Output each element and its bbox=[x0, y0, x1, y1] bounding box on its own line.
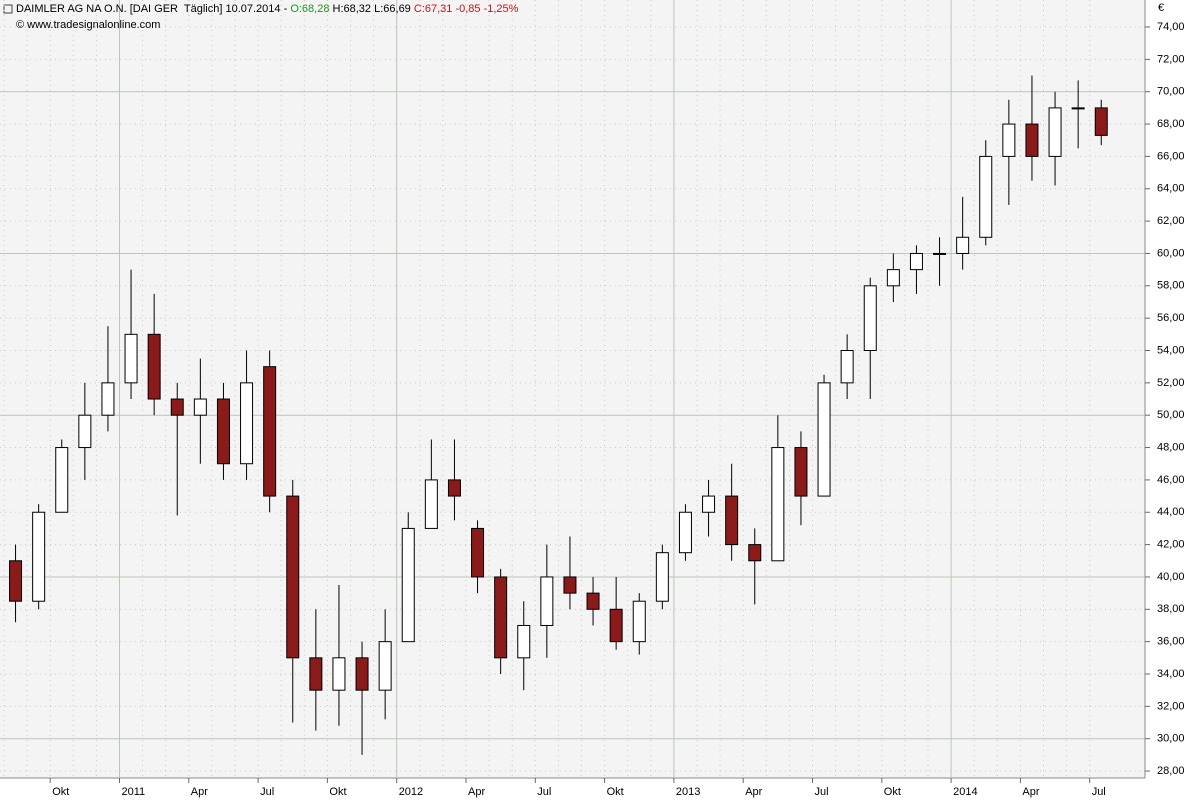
candle-body bbox=[471, 527, 485, 578]
candle-body bbox=[586, 592, 600, 610]
y-tick-label: 46,00 bbox=[1157, 474, 1185, 486]
candle-body bbox=[124, 333, 138, 384]
y-tick-label: 74,00 bbox=[1157, 21, 1185, 33]
header: DAIMLER AG NA O.N. [DAI GER Täglich] 10.… bbox=[16, 3, 518, 15]
x-tick-label: 2012 bbox=[399, 786, 423, 798]
candle-body bbox=[1002, 123, 1016, 157]
x-tick-label: Apr bbox=[191, 786, 208, 798]
y-tick-label: 72,00 bbox=[1157, 53, 1185, 65]
candle-body bbox=[401, 527, 415, 643]
candle-body bbox=[263, 366, 277, 497]
y-tick-label: 44,00 bbox=[1157, 506, 1185, 518]
candle-body bbox=[240, 382, 254, 465]
candle-body bbox=[725, 495, 739, 546]
y-tick-label: 38,00 bbox=[1157, 603, 1185, 615]
x-tick-label: Okt bbox=[884, 786, 901, 798]
y-tick-label: 30,00 bbox=[1157, 733, 1185, 745]
x-tick-label: 2014 bbox=[953, 786, 977, 798]
candle-body bbox=[794, 447, 808, 497]
title: DAIMLER AG NA O.N. [DAI GER Täglich] 10.… bbox=[16, 3, 288, 15]
x-tick-label: Okt bbox=[52, 786, 69, 798]
y-tick-label: 52,00 bbox=[1157, 377, 1185, 389]
x-tick-label: 2011 bbox=[122, 786, 146, 798]
candle-body bbox=[632, 600, 646, 643]
candle-body bbox=[678, 511, 692, 554]
candle-body bbox=[609, 608, 623, 643]
candle-body bbox=[9, 560, 23, 602]
x-tick-label: 2013 bbox=[676, 786, 700, 798]
candle-body bbox=[817, 382, 831, 497]
candle-body bbox=[424, 479, 438, 529]
x-tick-label: Jul bbox=[260, 786, 274, 798]
y-tick-label: 62,00 bbox=[1157, 215, 1185, 227]
y-tick-label: 32,00 bbox=[1157, 700, 1185, 712]
y-tick-label: 54,00 bbox=[1157, 344, 1185, 356]
candle-body bbox=[1048, 107, 1062, 157]
quote-range: H:68,32 L:66,69 bbox=[332, 3, 411, 15]
y-tick-label: 58,00 bbox=[1157, 280, 1185, 292]
candle-body bbox=[1071, 107, 1085, 110]
y-tick-label: 42,00 bbox=[1157, 539, 1185, 551]
candle-body bbox=[101, 382, 115, 416]
candle-body bbox=[447, 479, 461, 497]
candle-body bbox=[933, 252, 947, 255]
candle-body bbox=[55, 447, 69, 513]
candle-body bbox=[956, 236, 970, 254]
quote-open: O:68,28 bbox=[290, 3, 330, 15]
source: © www.tradesignalonline.com bbox=[16, 19, 161, 31]
candle-body bbox=[655, 552, 669, 602]
candle-body bbox=[494, 576, 508, 659]
candle-body bbox=[748, 544, 762, 562]
y-tick-label: 60,00 bbox=[1157, 247, 1185, 259]
candle-body bbox=[863, 285, 877, 352]
candle-body bbox=[193, 398, 207, 416]
y-tick-label: 68,00 bbox=[1157, 118, 1185, 130]
header-icon bbox=[3, 4, 13, 14]
y-tick-label: 50,00 bbox=[1157, 409, 1185, 421]
candle-body bbox=[147, 333, 161, 400]
candle-body bbox=[1025, 123, 1039, 157]
candle-body bbox=[355, 657, 369, 691]
x-tick-label: Apr bbox=[745, 786, 762, 798]
candle-body bbox=[540, 576, 554, 626]
x-tick-label: Apr bbox=[1022, 786, 1039, 798]
candle-body bbox=[216, 398, 230, 465]
candle-body bbox=[563, 576, 577, 594]
y-tick-label: 28,00 bbox=[1157, 765, 1185, 777]
candle-body bbox=[32, 511, 46, 602]
x-tick-label: Jul bbox=[537, 786, 551, 798]
quote-close: C:67,31 -0,85 -1,25% bbox=[413, 3, 519, 15]
y-tick-label: 34,00 bbox=[1157, 668, 1185, 680]
candle-body bbox=[909, 252, 923, 271]
candle-body bbox=[286, 495, 300, 659]
candle-body bbox=[170, 398, 184, 416]
candle-body bbox=[78, 414, 92, 449]
candle-body bbox=[702, 495, 716, 513]
candle-body bbox=[771, 447, 785, 562]
y-tick-label: 70,00 bbox=[1157, 86, 1185, 98]
candle-body bbox=[979, 155, 993, 238]
x-tick-label: Okt bbox=[329, 786, 346, 798]
y-tick-label: 36,00 bbox=[1157, 636, 1185, 648]
y-unit: € bbox=[1158, 2, 1164, 14]
x-tick-label: Okt bbox=[607, 786, 624, 798]
candle-body bbox=[332, 657, 346, 691]
y-tick-label: 66,00 bbox=[1157, 150, 1185, 162]
y-tick-label: 64,00 bbox=[1157, 183, 1185, 195]
candle-body bbox=[517, 624, 531, 659]
candle-body bbox=[378, 641, 392, 691]
plot-area bbox=[0, 0, 1145, 778]
y-tick-label: 48,00 bbox=[1157, 441, 1185, 453]
y-tick-label: 40,00 bbox=[1157, 571, 1185, 583]
x-tick-label: Jul bbox=[815, 786, 829, 798]
candle-body bbox=[886, 269, 900, 287]
candle-body bbox=[1094, 107, 1108, 136]
x-tick-label: Apr bbox=[468, 786, 485, 798]
x-tick-label: Jul bbox=[1092, 786, 1106, 798]
candle-body bbox=[840, 350, 854, 384]
candle-body bbox=[309, 657, 323, 691]
y-tick-label: 56,00 bbox=[1157, 312, 1185, 324]
